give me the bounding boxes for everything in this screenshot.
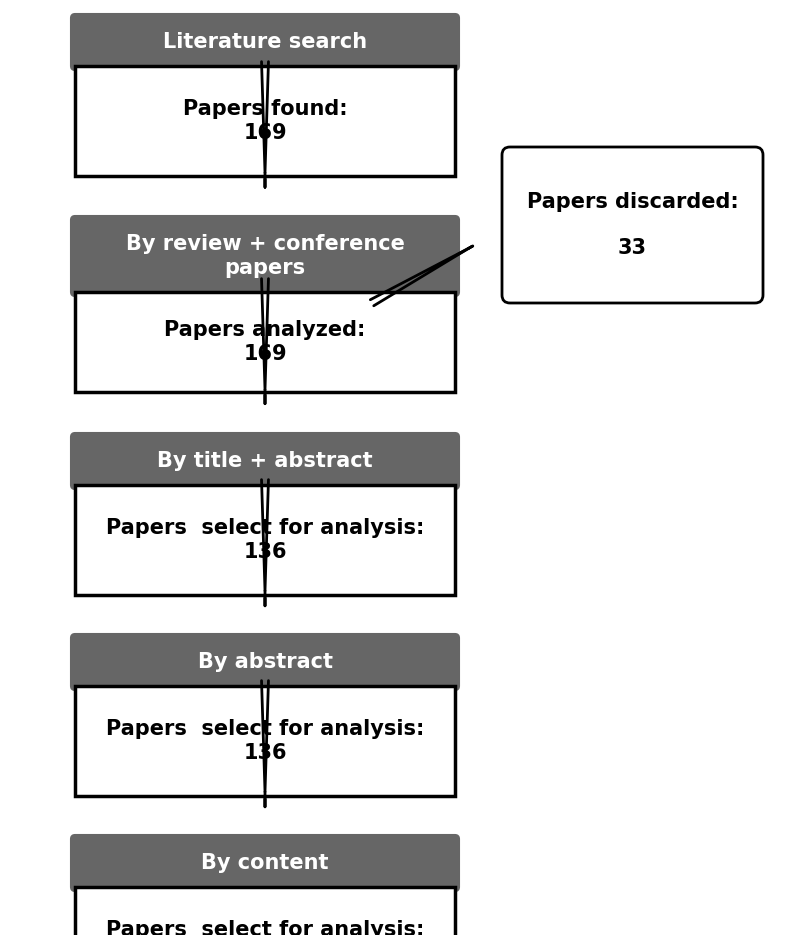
Text: By title + abstract: By title + abstract: [157, 451, 373, 471]
Bar: [75, 292, 455, 392]
Text: By abstract: By abstract: [198, 652, 333, 672]
Text: Papers  select for analysis:
136: Papers select for analysis: 136: [106, 518, 424, 562]
FancyBboxPatch shape: [71, 433, 459, 489]
Text: Papers discarded:

33: Papers discarded: 33: [526, 192, 738, 258]
Text: Papers  select for analysis:
136: Papers select for analysis: 136: [106, 719, 424, 763]
Text: Papers analyzed:
169: Papers analyzed: 169: [164, 321, 366, 364]
FancyBboxPatch shape: [71, 14, 459, 70]
FancyBboxPatch shape: [71, 835, 459, 891]
Text: Literature search: Literature search: [163, 32, 367, 52]
Bar: [75, 66, 455, 176]
Text: Papers found:
169: Papers found: 169: [182, 99, 347, 143]
Text: By review + conference
papers: By review + conference papers: [126, 235, 405, 278]
Text: Papers  select for analysis:
136: Papers select for analysis: 136: [106, 920, 424, 935]
Text: By content: By content: [202, 853, 329, 873]
Bar: [75, 485, 455, 595]
FancyBboxPatch shape: [71, 216, 459, 296]
FancyBboxPatch shape: [71, 634, 459, 690]
Bar: [75, 686, 455, 796]
Bar: [75, 887, 455, 935]
FancyBboxPatch shape: [502, 147, 763, 303]
